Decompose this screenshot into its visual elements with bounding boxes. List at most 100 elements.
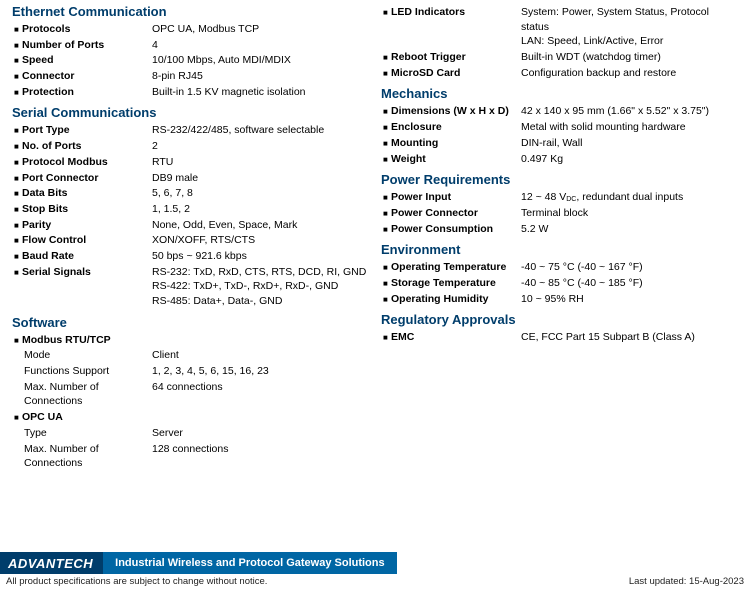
spec-label: MicroSD Card [391,66,521,81]
spec-label: Connector [22,69,152,84]
spec-label: Parity [22,218,152,233]
spec-sublabel: Functions Support [24,364,152,379]
bullet-icon: ■ [381,292,391,305]
spec-row: ■Data Bits5, 6, 7, 8 [12,186,369,201]
spec-value: System: Power, System Status, Protocol s… [521,5,738,49]
spec-value: 4 [152,38,369,53]
spec-row: ■Number of Ports4 [12,38,369,53]
spec-row: ■Flow ControlXON/XOFF, RTS/CTS [12,233,369,248]
bullet-icon: ■ [12,123,22,136]
spec-label: Baud Rate [22,249,152,264]
bullet-icon: ■ [381,120,391,133]
spec-label: Protocol Modbus [22,155,152,170]
spec-row: ■Serial SignalsRS-232: TxD, RxD, CTS, RT… [12,265,369,309]
spec-value: RS-232: TxD, RxD, CTS, RTS, DCD, RI, GND… [152,265,369,309]
bullet-icon: ■ [381,276,391,289]
spec-label: Operating Humidity [391,292,521,307]
bullet-icon: ■ [381,222,391,235]
spec-sub-heading: OPC UA [22,410,152,425]
spec-value: 10/100 Mbps, Auto MDI/MDIX [152,53,369,68]
spec-sublabel: Mode [24,348,152,363]
spec-label: Mounting [391,136,521,151]
spec-value: 1, 1.5, 2 [152,202,369,217]
spec-row: ■OPC UA [12,410,369,425]
spec-value: 50 bps ~ 921.6 kbps [152,249,369,264]
spec-row: ■EnclosureMetal with solid mounting hard… [381,120,738,135]
bullet-icon: ■ [12,265,22,278]
spec-row: ■Modbus RTU/TCP [12,333,369,348]
spec-label: Dimensions (W x H x D) [391,104,521,119]
spec-row: ■MountingDIN-rail, Wall [381,136,738,151]
spec-subrow: Max. Number of Connections128 connection… [12,442,369,471]
footer-bar: ADVANTECH Industrial Wireless and Protoc… [0,552,750,574]
spec-sub-heading: Modbus RTU/TCP [22,333,152,348]
spec-subrow: Max. Number of Connections64 connections [12,380,369,409]
section-title: Ethernet Communication [12,4,369,19]
spec-value: 10 ~ 95% RH [521,292,738,307]
bullet-icon: ■ [12,139,22,152]
spec-label: LED Indicators [391,5,521,20]
bullet-icon: ■ [381,206,391,219]
spec-value: 1, 2, 3, 4, 5, 6, 15, 16, 23 [152,364,369,379]
spec-row: ■Port ConnectorDB9 male [12,171,369,186]
spec-row: ■MicroSD CardConfiguration backup and re… [381,66,738,81]
spec-row: ■Port TypeRS-232/422/485, software selec… [12,123,369,138]
bullet-icon: ■ [381,5,391,18]
bullet-icon: ■ [381,152,391,165]
spec-label: Storage Temperature [391,276,521,291]
spec-value: XON/XOFF, RTS/CTS [152,233,369,248]
spec-row: ■Operating Humidity10 ~ 95% RH [381,292,738,307]
spec-row: ■Dimensions (W x H x D)42 x 140 x 95 mm … [381,104,738,119]
bullet-icon: ■ [12,155,22,168]
section-title: Environment [381,242,738,257]
bullet-icon: ■ [12,171,22,184]
spec-label: Enclosure [391,120,521,135]
spec-row: ■ProtectionBuilt-in 1.5 KV magnetic isol… [12,85,369,100]
section-title: Software [12,315,369,330]
spec-value: Built-in WDT (watchdog timer) [521,50,738,65]
spec-row: ■Stop Bits1, 1.5, 2 [12,202,369,217]
spec-subrow: TypeServer [12,426,369,441]
spec-label: Serial Signals [22,265,152,280]
spec-value: Built-in 1.5 KV magnetic isolation [152,85,369,100]
section-title: Serial Communications [12,105,369,120]
bullet-icon: ■ [381,136,391,149]
section-title: Power Requirements [381,172,738,187]
spec-label: Power Input [391,190,521,205]
last-updated-text: Last updated: 15-Aug-2023 [629,576,744,587]
bullet-icon: ■ [12,53,22,66]
spec-label: Speed [22,53,152,68]
bullet-icon: ■ [12,249,22,262]
spec-value: 0.497 Kg [521,152,738,167]
right-column: ■LED IndicatorsSystem: Power, System Sta… [375,4,744,552]
spec-value: Server [152,426,369,441]
spec-label: Port Type [22,123,152,138]
spec-row: ■Power Input12 ~ 48 VDC, redundant dual … [381,190,738,205]
spec-value: 42 x 140 x 95 mm (1.66" x 5.52" x 3.75") [521,104,738,119]
bullet-icon: ■ [381,104,391,117]
spec-value: None, Odd, Even, Space, Mark [152,218,369,233]
spec-row: ■Storage Temperature-40 ~ 85 °C (-40 ~ 1… [381,276,738,291]
spec-row: ■ProtocolsOPC UA, Modbus TCP [12,22,369,37]
spec-label: EMC [391,330,521,345]
spec-label: Protection [22,85,152,100]
spec-value: Terminal block [521,206,738,221]
spec-row: ■ParityNone, Odd, Even, Space, Mark [12,218,369,233]
spec-value: 128 connections [152,442,369,471]
spec-value: Metal with solid mounting hardware [521,120,738,135]
spec-label: Port Connector [22,171,152,186]
bullet-icon: ■ [12,38,22,51]
spec-value: 5.2 W [521,222,738,237]
spec-value: CE, FCC Part 15 Subpart B (Class A) [521,330,738,345]
spec-sublabel: Max. Number of Connections [24,442,152,471]
spec-row: ■Weight0.497 Kg [381,152,738,167]
spec-value: 2 [152,139,369,154]
spec-label: Weight [391,152,521,167]
spec-value: -40 ~ 85 °C (-40 ~ 185 °F) [521,276,738,291]
spec-value: Configuration backup and restore [521,66,738,81]
section-title: Regulatory Approvals [381,312,738,327]
spec-row: ■No. of Ports2 [12,139,369,154]
spec-value: 5, 6, 7, 8 [152,186,369,201]
spec-value: 8-pin RJ45 [152,69,369,84]
spec-row: ■Power Consumption5.2 W [381,222,738,237]
